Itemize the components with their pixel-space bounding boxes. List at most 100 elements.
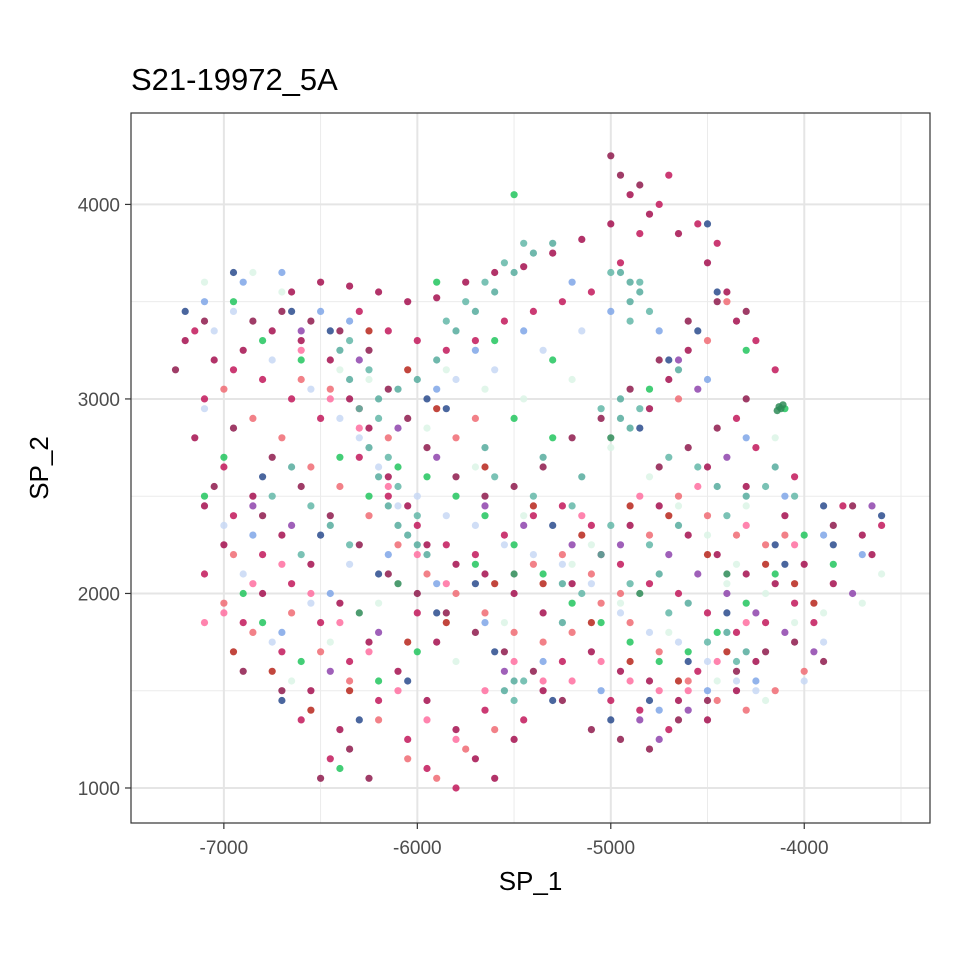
scatter-point bbox=[481, 463, 489, 471]
scatter-point bbox=[307, 589, 315, 598]
scatter-point bbox=[878, 512, 886, 520]
scatter-point bbox=[336, 346, 344, 354]
scatter-point bbox=[433, 453, 441, 461]
scatter-point bbox=[510, 657, 518, 666]
scatter-point bbox=[500, 259, 508, 267]
scatter-point bbox=[616, 609, 625, 617]
scatter-point bbox=[568, 599, 576, 607]
scatter-point bbox=[539, 638, 547, 646]
scatter-point bbox=[336, 599, 344, 607]
scatter-point bbox=[703, 220, 712, 228]
scatter-point bbox=[433, 294, 441, 302]
scatter-point bbox=[597, 414, 605, 422]
scatter-point bbox=[307, 385, 315, 393]
scatter-point bbox=[239, 570, 247, 578]
scatter-point bbox=[268, 638, 276, 646]
scatter-point bbox=[626, 521, 634, 530]
scatter-point bbox=[355, 716, 363, 724]
scatter-point bbox=[694, 463, 702, 471]
scatter-point bbox=[549, 696, 557, 705]
scatter-point bbox=[336, 366, 344, 374]
scatter-point bbox=[307, 502, 315, 510]
scatter-point bbox=[452, 327, 460, 335]
scatter-point bbox=[384, 473, 392, 481]
scatter-point bbox=[636, 589, 644, 598]
scatter-point bbox=[278, 268, 286, 277]
scatter-point bbox=[433, 638, 441, 646]
y-tick-label: 2000 bbox=[78, 584, 120, 605]
scatter-point bbox=[578, 589, 586, 598]
scatter-point bbox=[442, 580, 450, 588]
scatter-point bbox=[220, 453, 228, 461]
scatter-point bbox=[587, 521, 596, 530]
scatter-point bbox=[645, 473, 654, 481]
scatter-point bbox=[858, 599, 866, 607]
scatter-point bbox=[404, 735, 412, 744]
scatter-point bbox=[442, 346, 450, 354]
scatter-point bbox=[752, 687, 760, 695]
scatter-point bbox=[645, 580, 654, 588]
scatter-point bbox=[520, 395, 528, 403]
x-tick-label: -6000 bbox=[393, 838, 442, 859]
scatter-point bbox=[762, 619, 770, 627]
scatter-point bbox=[481, 278, 489, 286]
scatter-point bbox=[336, 453, 344, 461]
scatter-point bbox=[713, 424, 721, 432]
scatter-point bbox=[558, 657, 567, 666]
scatter-point bbox=[703, 512, 712, 520]
scatter-point bbox=[732, 531, 741, 539]
scatter-point bbox=[278, 434, 286, 442]
scatter-point bbox=[259, 589, 267, 598]
scatter-point bbox=[452, 492, 460, 500]
scatter-point bbox=[259, 473, 267, 481]
scatter-point bbox=[413, 609, 421, 617]
point-group bbox=[355, 401, 787, 617]
scatter-point bbox=[200, 298, 209, 306]
scatter-point bbox=[355, 453, 363, 461]
scatter-point bbox=[655, 327, 663, 335]
scatter-point bbox=[423, 473, 431, 481]
scatter-point bbox=[365, 327, 373, 335]
scatter-point bbox=[442, 366, 450, 374]
y-tick-label: 3000 bbox=[78, 390, 120, 411]
scatter-point bbox=[616, 171, 625, 179]
scatter-point bbox=[665, 609, 673, 617]
scatter-point bbox=[471, 551, 479, 559]
scatter-point bbox=[229, 268, 238, 277]
scatter-point bbox=[355, 434, 363, 442]
scatter-point bbox=[742, 706, 750, 714]
scatter-point bbox=[249, 317, 257, 325]
scatter-point bbox=[810, 648, 818, 656]
scatter-point bbox=[500, 687, 508, 695]
scatter-point bbox=[355, 307, 363, 315]
scatter-point bbox=[868, 502, 876, 510]
scatter-point bbox=[645, 628, 654, 637]
scatter-point bbox=[220, 609, 228, 617]
scatter-point bbox=[288, 288, 296, 296]
scatter-point bbox=[181, 337, 189, 345]
scatter-point bbox=[703, 551, 712, 559]
scatter-point bbox=[849, 502, 857, 510]
scatter-point bbox=[239, 346, 247, 354]
scatter-point bbox=[703, 337, 712, 345]
scatter-point bbox=[336, 327, 344, 335]
scatter-point bbox=[674, 716, 683, 724]
scatter-point bbox=[829, 521, 837, 530]
scatter-point bbox=[268, 453, 276, 461]
scatter-point bbox=[626, 191, 634, 199]
scatter-point bbox=[636, 278, 644, 286]
scatter-point bbox=[713, 696, 721, 705]
scatter-point bbox=[539, 677, 547, 685]
scatter-point bbox=[297, 657, 305, 666]
scatter-point bbox=[191, 327, 199, 335]
scatter-point bbox=[694, 220, 702, 228]
scatter-point bbox=[674, 492, 683, 500]
scatter-point bbox=[568, 375, 576, 384]
scatter-point bbox=[346, 317, 354, 325]
scatter-point bbox=[558, 696, 567, 705]
scatter-point bbox=[868, 551, 876, 559]
scatter-point bbox=[626, 317, 634, 325]
scatter-point bbox=[732, 628, 741, 637]
scatter-point bbox=[529, 551, 538, 559]
